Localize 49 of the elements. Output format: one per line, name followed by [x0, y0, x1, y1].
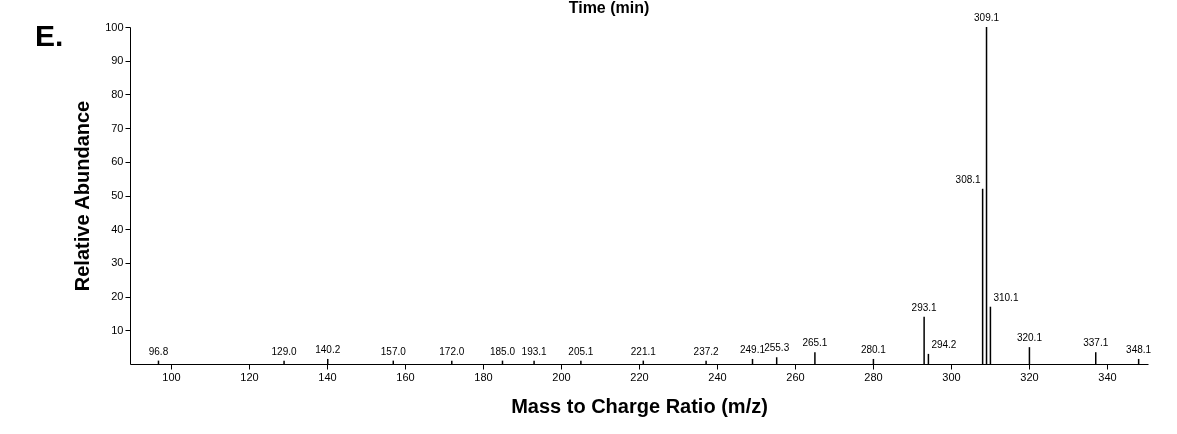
annotation: 140.2 [315, 343, 341, 355]
annotation: 294.2 [931, 338, 957, 350]
x-tick-label: 200 [552, 370, 571, 383]
y-tick-label: 10 [111, 323, 124, 336]
y-tick-label: 80 [111, 87, 124, 100]
y-tick-label: 90 [111, 54, 124, 67]
text: E. [35, 19, 64, 52]
annotation: 348.1 [1126, 343, 1152, 355]
annotation: 280.1 [860, 343, 887, 355]
annotation: 172.0 [439, 345, 465, 357]
x-tick-label: 280 [864, 370, 883, 383]
x-tick-label: 100 [162, 370, 181, 383]
x-tick-label: 260 [786, 370, 805, 383]
x-tick-label: 240 [708, 370, 727, 383]
annotation: 129.0 [271, 345, 298, 357]
annotation: 308.1 [955, 173, 982, 185]
y-tick-label: 50 [111, 189, 124, 201]
x-axis-title: Mass to Charge Ratio (m/z) [511, 394, 768, 417]
y-tick-label: 100 [105, 20, 124, 33]
annotation: 185.0 [489, 345, 516, 357]
y-tick-label: 40 [111, 222, 124, 235]
y-axis-title: Relative Abundance [71, 100, 94, 292]
annotation: 96.8 [148, 345, 169, 357]
annotation: 265.1 [802, 337, 828, 349]
x-tick-label: 220 [630, 370, 649, 383]
y-tick-label: 60 [111, 155, 124, 168]
x-tick-label: 320 [1020, 370, 1039, 383]
annotation: 221.1 [630, 345, 657, 357]
x-tick-label: 340 [1098, 370, 1117, 383]
x-tick-label: 160 [396, 370, 415, 383]
annotation: 237.2 [693, 345, 720, 357]
annotation: 310.1 [993, 291, 1019, 303]
x-tick-label: 300 [942, 370, 961, 383]
y-tick-label: 30 [111, 256, 124, 269]
annotation: 320.1 [1016, 332, 1043, 344]
annotation: 255.3 [764, 342, 790, 354]
x-tick-label: 120 [240, 370, 259, 383]
x-tick-label: 140 [318, 370, 337, 383]
y-tick-label: 70 [111, 121, 124, 134]
annotation: 249.1 [739, 343, 766, 355]
annotation: 309.1 [974, 12, 1000, 23]
annotation: 193.1 [521, 345, 548, 357]
annotation: 337.1 [1083, 337, 1109, 349]
annotation: 293.1 [911, 301, 938, 313]
text: Time (min) [568, 0, 650, 16]
annotation: 157.0 [380, 345, 407, 357]
y-tick-label: 20 [111, 290, 124, 303]
x-tick-label: 180 [474, 370, 493, 383]
annotation: 205.1 [568, 345, 594, 357]
